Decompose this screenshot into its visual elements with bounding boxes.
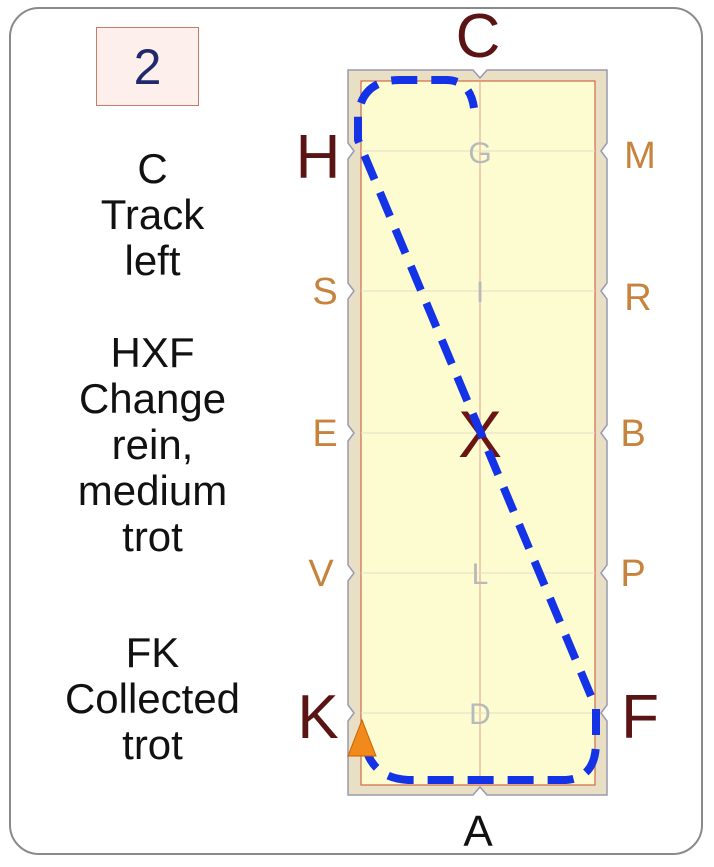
- center-letter-d: D: [469, 698, 491, 731]
- instruction-line: FK: [125, 629, 180, 676]
- side-letter-p: P: [620, 553, 645, 595]
- center-letter-g: G: [468, 137, 491, 170]
- instruction-line: Track: [100, 191, 205, 238]
- end-letter-a: A: [463, 807, 493, 856]
- instruction-line: medium: [77, 467, 228, 514]
- arena-quarter-lines: [361, 150, 595, 714]
- start-marker-icon: [347, 718, 377, 757]
- instruction-line: rein,: [111, 421, 194, 468]
- riding-path-line: [354, 76, 600, 784]
- instruction-hxf-change-rein: HXF Change rein, medium trot: [40, 330, 265, 560]
- instruction-line: Change: [78, 375, 227, 422]
- instruction-line: C: [137, 145, 168, 192]
- instruction-line: HXF: [110, 329, 195, 376]
- side-letter-e: E: [312, 413, 337, 455]
- side-letter-k: K: [297, 683, 338, 752]
- side-letter-m: M: [624, 135, 656, 177]
- center-letter-l: L: [472, 558, 489, 591]
- side-letter-b: B: [620, 413, 645, 455]
- side-letter-h: H: [296, 123, 341, 192]
- side-letter-v: V: [308, 553, 334, 595]
- side-letter-r: R: [624, 277, 651, 319]
- step-number-box: 2: [96, 27, 199, 106]
- instruction-fk-collected-trot: FK Collected trot: [40, 630, 265, 768]
- end-letter-c: C: [456, 2, 501, 71]
- center-letter-i: I: [476, 276, 484, 309]
- instruction-line: trot: [122, 513, 183, 560]
- side-letter-s: S: [312, 271, 337, 313]
- instruction-line: left: [124, 237, 181, 284]
- side-letter-f: F: [621, 683, 659, 752]
- instruction-c-track-left: C Track left: [40, 146, 265, 284]
- instruction-line: Collected: [64, 675, 241, 722]
- step-number: 2: [133, 38, 162, 95]
- instruction-line: trot: [122, 721, 183, 768]
